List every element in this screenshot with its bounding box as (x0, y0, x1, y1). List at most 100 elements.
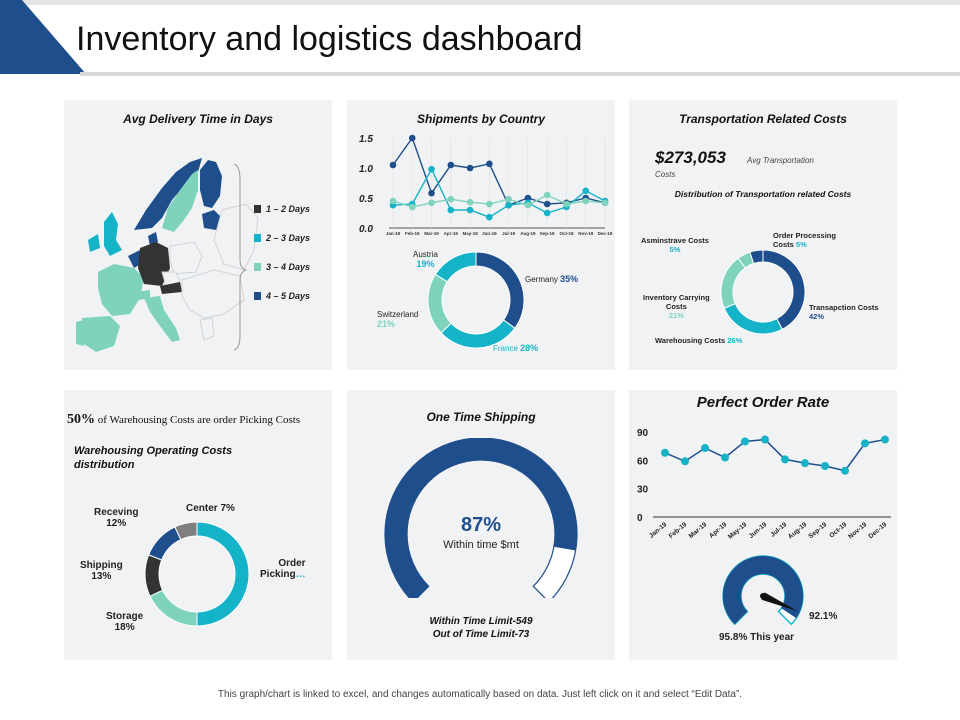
donut-slice-inventory-carrying-costs (720, 257, 746, 309)
label-admin-costs: Asminstrave Costs 5% (641, 236, 709, 254)
x-tick-label: Feb-19 (405, 231, 420, 236)
out-of-limit: Out of Time Limit-73 (432, 629, 530, 640)
one-time-panel: One Time Shipping 87% Within time $mt Wi… (347, 390, 615, 660)
gauge-fill (723, 556, 803, 625)
y-tick-label: 1.5 (359, 134, 373, 145)
title-underline (80, 72, 960, 76)
donut-slice-order-processing-costs (749, 249, 764, 265)
series-line (392, 136, 606, 207)
legend-item-4: 4 – 5 Days (254, 291, 310, 301)
picking-label: Picking (260, 569, 296, 580)
map-france (98, 264, 144, 316)
one-time-gauge (384, 438, 578, 598)
austria-pct: 19% (416, 259, 435, 269)
gauge-hub (760, 593, 766, 599)
series-point (801, 459, 809, 468)
legend-swatch (254, 234, 261, 242)
series-point (781, 455, 789, 464)
series-line (392, 167, 606, 218)
x-tick-label: Jan-19 (386, 231, 401, 236)
series-point (505, 195, 512, 203)
x-tick-label: Sep-19 (807, 521, 828, 540)
series-point (466, 206, 474, 214)
transport-panel: Transportation Related Costs $273,053 Av… (629, 100, 897, 370)
series-point (389, 161, 397, 169)
y-tick-label: 60 (637, 456, 649, 467)
series-point (543, 209, 551, 217)
legend-swatch (254, 205, 261, 213)
map-east (181, 269, 245, 319)
y-tick-label: 0 (637, 513, 643, 524)
map-greece (199, 317, 215, 341)
series-point (486, 200, 493, 208)
gauge-fill (385, 438, 577, 598)
transport-subtitle: Distribution of Transportation related C… (674, 189, 852, 199)
warehouse-subtitle: Warehousing Operating Costs distribution (74, 444, 232, 472)
series-point (447, 195, 455, 203)
switzerland-label: Switzerland (377, 310, 419, 319)
shipments-line-chart: 1.5 1.0 0.5 0.0 Jan-19 Feb-19 Mar-19 Apr-19 May-… (359, 134, 613, 236)
perfect-order-title: Perfect Order Rate (696, 394, 830, 411)
map-germany (138, 242, 170, 286)
gauge-needle (761, 592, 798, 612)
legend-bracket (233, 163, 248, 351)
series-point (486, 213, 493, 221)
x-tick-label: Dec-19 (867, 521, 888, 540)
warehouse-subtitle-1: Warehousing Operating Costs (74, 445, 233, 457)
label-transaction-costs: Transapction Costs 42% (809, 303, 879, 321)
series-point (505, 201, 512, 209)
label-order-picking: Order Picking… (260, 558, 306, 580)
austria-label: Austria (413, 250, 438, 259)
y-tick-label: 1.0 (359, 164, 373, 175)
series-point (466, 164, 474, 172)
germany-pct: 35% (560, 274, 579, 284)
series-point (661, 448, 669, 457)
x-tick-label: Apr-19 (444, 231, 459, 236)
warehouse-subtitle-2: distribution (74, 459, 135, 471)
receving-pct: 12% (106, 518, 127, 529)
germany-label: Germany (525, 275, 558, 284)
series-point (601, 199, 609, 207)
gauge-value: 87% (460, 514, 502, 536)
pointer-label: 92.1% (809, 611, 838, 622)
inventory-carrying-pct: 21% (668, 311, 684, 320)
within-limit: Within Time Limit-549 (429, 616, 533, 627)
transport-amount-label-2: Costs (655, 170, 676, 179)
map-baltics (202, 210, 222, 230)
x-tick-label: Jun-19 (748, 521, 769, 540)
legend-item-2: 2 – 3 Days (254, 233, 310, 243)
legend-label: 3 – 4 Days (266, 262, 311, 272)
donut-slice-warehousing-costs (723, 302, 783, 335)
map-poland (169, 241, 203, 275)
series-point (821, 462, 829, 470)
label-germany: Germany 35% (525, 274, 578, 284)
legend-item-3: 3 – 4 Days (254, 262, 310, 272)
transport-donut-chart (720, 249, 806, 335)
x-tick-label: Feb-19 (668, 521, 689, 540)
donut-slice-switzerland (427, 273, 452, 334)
gauge-year-label: 95.8% This year (719, 632, 795, 643)
series-point (428, 165, 435, 173)
map-ireland (88, 234, 100, 252)
donut-slice-center (174, 521, 198, 541)
legend-label: 1 – 2 Days (266, 204, 311, 214)
storage-pct: 18% (114, 622, 135, 633)
warehouse-headline: 50% of Warehousing Costs are order Picki… (67, 412, 300, 428)
donut-slice-transapction-costs (762, 249, 806, 331)
series-point (582, 187, 590, 195)
receving-label: Receving (94, 507, 139, 518)
donut-slice-receving (148, 526, 182, 561)
series-point (761, 435, 769, 444)
series-point (841, 466, 849, 475)
transport-amount-label: Avg Transportation (747, 156, 814, 165)
x-tick-label: May-19 (727, 521, 749, 541)
donut-slice-shipping (144, 554, 164, 597)
series-point (486, 160, 493, 168)
series-point (721, 453, 729, 462)
order-label: Order (278, 558, 306, 569)
perfect-order-panel: Perfect Order Rate 90 60 30 0 Jan-19 Feb-19 Ma… (629, 390, 897, 660)
series-point (563, 200, 570, 208)
admin-costs-label: Asminstrave Costs (641, 236, 709, 245)
series-point (524, 194, 532, 202)
europe-map (76, 158, 259, 352)
